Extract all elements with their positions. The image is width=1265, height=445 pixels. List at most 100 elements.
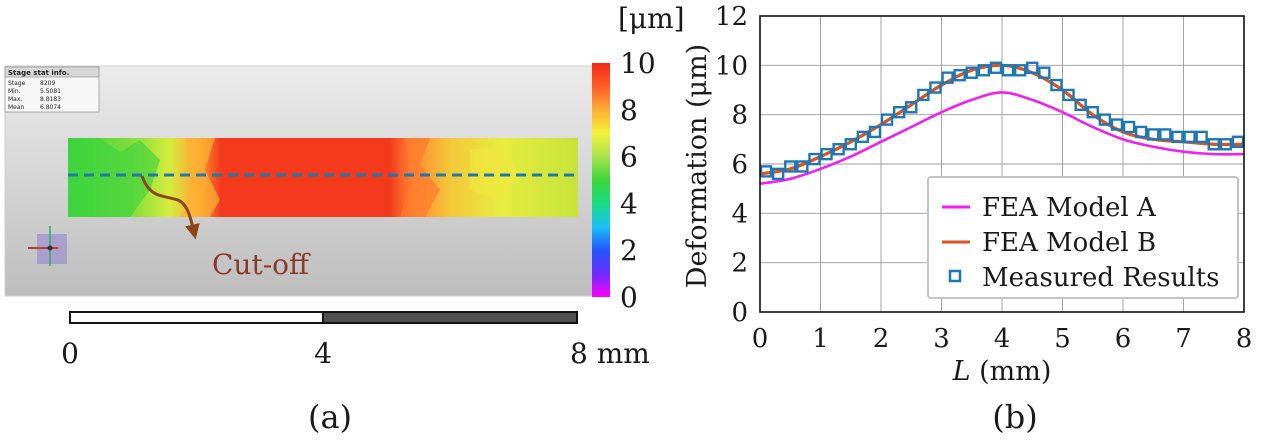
- colorbar: [μm] 10 8 6 4 2 0: [592, 2, 685, 314]
- measured-point: [868, 125, 882, 139]
- measured-point: [844, 138, 857, 151]
- colorbar-tick-label: 2: [620, 234, 638, 267]
- y-tick-label: 6: [731, 150, 748, 180]
- measured-point: [771, 167, 785, 181]
- scale-label: 8 mm: [570, 337, 650, 370]
- measured-point: [977, 64, 991, 77]
- measured-point: [953, 68, 966, 82]
- colorbar-tick-label: 4: [620, 187, 638, 220]
- measured-point: [1159, 128, 1172, 141]
- info-row-label: Mean: [8, 104, 25, 111]
- y-tick-label: 12: [715, 2, 748, 32]
- measured-point: [1147, 128, 1160, 141]
- x-tick-label: 5: [1054, 324, 1071, 354]
- info-row-value: 8209: [40, 80, 55, 87]
- measured-point: [1086, 105, 1099, 119]
- colorbar-gradient: [592, 63, 610, 297]
- measured-point: [1098, 113, 1112, 126]
- measured-point: [880, 113, 894, 126]
- legend-item: Measured Results: [948, 263, 1219, 293]
- measured-point: [796, 160, 809, 173]
- measured-point: [1219, 138, 1233, 151]
- measured-point: [892, 105, 906, 119]
- measured-point: [1207, 138, 1220, 151]
- measured-point: [856, 130, 870, 144]
- measured-point: [1026, 61, 1039, 74]
- measured-point: [917, 88, 930, 102]
- measured-point: [1134, 125, 1148, 139]
- legend-swatch: [948, 269, 962, 283]
- measured-point: [941, 71, 954, 84]
- measured-point: [929, 81, 942, 94]
- info-row-value: 5.5081: [40, 88, 61, 95]
- x-tick-label: 8: [1236, 324, 1253, 354]
- measured-point: [1171, 130, 1184, 144]
- x-axis-label: L (mm): [952, 356, 1052, 387]
- info-row: Mean 6.8074: [8, 104, 61, 111]
- measured-point: [1074, 98, 1087, 112]
- measured-point: [1231, 135, 1245, 149]
- measured-point: [1195, 130, 1208, 144]
- info-row-value: 8.8183: [40, 96, 61, 103]
- measured-point: [832, 142, 845, 156]
- measured-point: [820, 147, 833, 161]
- measured-point: [1013, 64, 1027, 77]
- panel-a: Stage stat info. Stage 8209 Min. 5.5081 …: [4, 2, 685, 436]
- info-row-label: Max.: [8, 96, 22, 103]
- measured-point: [905, 101, 918, 114]
- axis-triad-icon: [28, 226, 67, 266]
- deformation-contour-strip: [68, 138, 578, 217]
- measured-point: [784, 160, 797, 173]
- measured-point: [989, 61, 1003, 74]
- info-row: Min. 5.5081: [8, 88, 61, 95]
- panel-b-caption: (b): [992, 398, 1037, 436]
- measured-point: [1110, 118, 1124, 131]
- panel-a-caption: (a): [308, 398, 352, 436]
- colorbar-tick-label: 10: [620, 47, 656, 80]
- y-tick-label: 4: [731, 199, 748, 229]
- measured-point: [1062, 88, 1075, 102]
- plot-series: [759, 61, 1245, 186]
- x-tick-label: 4: [994, 324, 1011, 354]
- scale-bar: 0 4 8 mm: [61, 311, 650, 370]
- measured-point: [1183, 130, 1196, 144]
- info-row: Stage 8209: [8, 80, 55, 87]
- measured-point: [808, 152, 821, 166]
- cut-off-arrow: [140, 175, 200, 240]
- info-row-label: Min.: [8, 88, 21, 95]
- measured-point: [1038, 66, 1051, 79]
- x-axis-label-var: L: [952, 356, 971, 387]
- colorbar-tick-label: 0: [620, 281, 638, 314]
- x-tick-label: 2: [873, 324, 890, 354]
- measured-point: [965, 66, 978, 79]
- info-row-value: 6.8074: [40, 104, 61, 111]
- y-axis-label: Deformation (μm): [682, 44, 713, 288]
- colorbar-unit-label: [μm]: [618, 2, 685, 35]
- y-tick-label: 0: [731, 298, 748, 328]
- x-tick-label: 0: [752, 324, 769, 354]
- x-axis-label-unit: (mm): [971, 356, 1052, 387]
- series-line-fea-model-a: [759, 91, 1245, 186]
- y-tick-label: 8: [731, 101, 748, 131]
- colorbar-tick-label: 6: [620, 141, 638, 174]
- measured-point: [1001, 64, 1015, 77]
- scale-label: 0: [61, 337, 79, 370]
- info-box-title: Stage stat info.: [8, 69, 69, 77]
- colorbar-tick-label: 8: [620, 94, 638, 127]
- plot-frame: [759, 15, 1245, 313]
- info-row: Max. 8.8183: [8, 96, 61, 103]
- x-tick-label: 3: [933, 324, 950, 354]
- x-tick-label: 7: [1175, 324, 1192, 354]
- cut-off-label: Cut-off: [212, 248, 311, 281]
- measured-point: [1122, 120, 1136, 134]
- measured-point: [759, 165, 773, 178]
- legend-item: FEA Model B: [942, 228, 1156, 258]
- measured-point: [1050, 78, 1063, 92]
- legend-item: FEA Model A: [942, 193, 1157, 223]
- info-row-label: Stage: [8, 80, 26, 87]
- x-tick-label: 6: [1115, 324, 1132, 354]
- legend: FEA Model A FEA Model B Measured Results: [927, 176, 1239, 299]
